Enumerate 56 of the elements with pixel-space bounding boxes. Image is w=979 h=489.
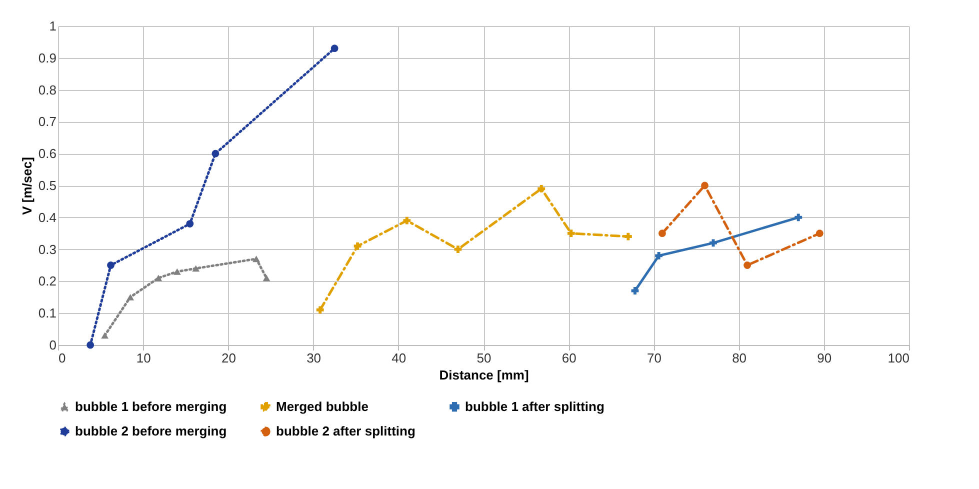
point — [744, 262, 752, 269]
x-tick-label: 50 — [476, 350, 492, 366]
x-tick-label: 80 — [732, 350, 747, 366]
y-axis-title: V [m/sec] — [19, 157, 34, 215]
y-tick-label: 1 — [49, 18, 56, 34]
y-tick-label: 0.5 — [38, 178, 56, 193]
x-tick-label: 100 — [888, 350, 910, 366]
point — [154, 274, 162, 282]
point — [186, 220, 194, 228]
point — [567, 230, 575, 238]
point — [330, 44, 338, 52]
point — [624, 232, 632, 240]
x-tick-label: 60 — [562, 350, 576, 366]
point — [816, 230, 824, 238]
point — [101, 332, 109, 339]
point — [107, 262, 114, 269]
legend-label: Merged bubble — [276, 398, 368, 414]
x-axis-title: Distance [mm] — [439, 368, 529, 382]
y-tick-label: 0.2 — [38, 274, 56, 289]
point — [403, 216, 411, 224]
point — [701, 182, 708, 190]
point — [655, 252, 663, 260]
legend-label: bubble 2 before merging — [75, 424, 227, 438]
legend-label: bubble 1 before merging — [75, 399, 227, 414]
point — [454, 246, 462, 254]
y-tick-label: 0 — [49, 338, 56, 352]
point — [316, 306, 324, 314]
y-tick-label: 0.1 — [38, 306, 56, 321]
legend-label: bubble 2 after splitting — [276, 424, 416, 438]
x-tick-label: 40 — [392, 350, 406, 366]
x-tick-label: 0 — [58, 350, 66, 366]
point — [794, 214, 802, 222]
x-tick-label: 30 — [306, 350, 322, 366]
point — [173, 268, 181, 275]
x-tick-label: 20 — [221, 350, 236, 366]
y-tick-label: 0.8 — [38, 82, 56, 98]
point — [538, 184, 546, 192]
point — [631, 287, 639, 294]
y-tick-label: 0.6 — [38, 146, 56, 162]
x-tick-label: 70 — [646, 350, 662, 366]
y-tick-label: 0.7 — [38, 114, 56, 130]
x-tick-label: 90 — [817, 350, 832, 366]
legend-label: bubble 1 after splitting — [465, 398, 604, 414]
point — [86, 341, 94, 349]
point — [252, 256, 260, 262]
point — [658, 230, 666, 238]
point — [212, 150, 220, 158]
point — [710, 239, 717, 247]
point — [126, 294, 134, 300]
point — [192, 265, 200, 272]
y-tick-label: 0.9 — [38, 50, 56, 66]
y-tick-label: 0.4 — [38, 210, 56, 225]
y-tick-label: 0.3 — [38, 242, 56, 257]
point — [262, 274, 270, 282]
x-tick-label: 10 — [136, 350, 151, 366]
point — [354, 242, 362, 250]
